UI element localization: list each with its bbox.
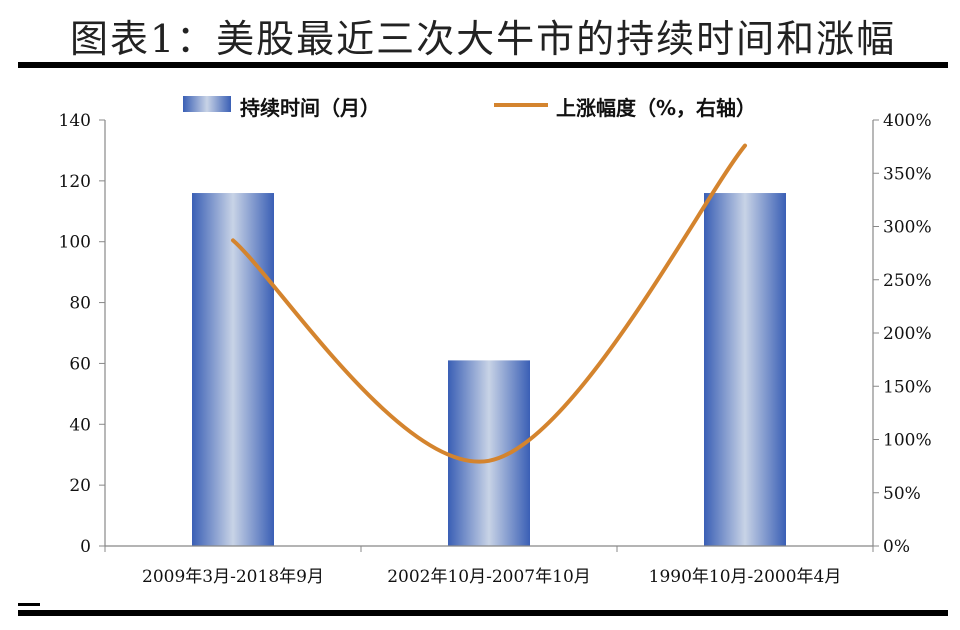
- legend-bar-label: 持续时间（月）: [240, 96, 380, 120]
- bar: [704, 193, 786, 546]
- legend-bar-swatch: [183, 96, 231, 112]
- footnote: [18, 618, 618, 630]
- right-tick-label: 0%: [883, 537, 910, 557]
- right-tick-label: 400%: [883, 111, 932, 131]
- increase-line: [231, 143, 747, 464]
- right-tick-label: 250%: [883, 271, 932, 291]
- left-tick-label: 0: [80, 537, 91, 557]
- left-tick-label: 20: [69, 476, 91, 496]
- left-tick-label: 60: [69, 354, 91, 374]
- right-tick-label: 300%: [883, 218, 932, 238]
- left-tick-label: 40: [69, 415, 91, 435]
- x-tick-label: 1990年10月-2000年4月: [649, 567, 842, 587]
- legend-line-swatch: [494, 103, 548, 107]
- x-tick-label: 2009年3月-2018年9月: [142, 567, 324, 587]
- legend: 持续时间（月） 上涨幅度（%，右轴）: [0, 92, 960, 122]
- legend-line-label: 上涨幅度（%，右轴）: [556, 96, 757, 120]
- right-tick-label: 150%: [883, 377, 932, 397]
- bar: [448, 360, 530, 546]
- left-tick-label: 100: [59, 233, 91, 253]
- right-tick-label: 350%: [883, 164, 932, 184]
- bar: [192, 193, 274, 546]
- chart-title: 图表1：美股最近三次大牛市的持续时间和涨幅: [70, 17, 897, 61]
- left-tick-label: 80: [69, 294, 91, 314]
- left-tick-label: 120: [59, 172, 91, 192]
- right-tick-label: 50%: [883, 484, 921, 504]
- right-tick-label: 100%: [883, 431, 932, 451]
- top-rule: [18, 62, 948, 68]
- left-tick-label: 140: [59, 111, 91, 131]
- x-tick-label: 2002年10月-2007年10月: [387, 567, 591, 587]
- right-tick-label: 200%: [883, 324, 932, 344]
- bottom-rule-mark: [18, 603, 40, 606]
- bottom-rule: [18, 610, 948, 616]
